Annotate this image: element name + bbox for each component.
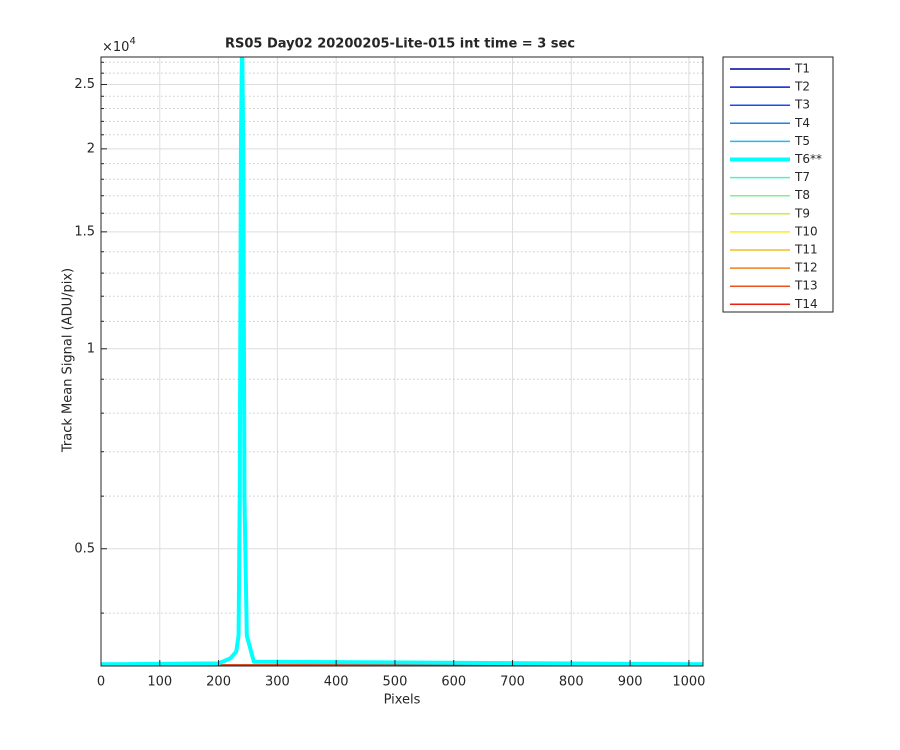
x-tick-label: 0 [97, 675, 105, 690]
x-tick-label: 1000 [672, 675, 705, 690]
legend-label: T6** [794, 152, 822, 166]
legend-label: T1 [794, 62, 810, 76]
y-tick-label: 0.5 [74, 541, 95, 556]
grid [100, 57, 703, 666]
legend-label: T5 [794, 134, 810, 148]
x-tick-label: 600 [441, 675, 466, 690]
legend-label: T13 [794, 279, 818, 293]
x-tick-label: 200 [206, 675, 231, 690]
y-tick-label: 2.5 [74, 77, 95, 92]
axes-frame [100, 56, 704, 667]
x-tick-label: 400 [324, 675, 349, 690]
y-tick-label: 1.5 [74, 224, 95, 239]
x-axis-label: Pixels [384, 693, 421, 708]
y-multiplier: ×104 [102, 36, 136, 55]
y-multiplier-base: ×10 [102, 40, 129, 55]
legend-label: T8 [794, 188, 810, 202]
lines [101, 57, 703, 666]
legend-label: T7 [794, 170, 810, 184]
y-axis-label: Track Mean Signal (ADU/pix) [61, 268, 76, 453]
x-tick-label: 900 [618, 675, 643, 690]
y-tick-label: 1 [87, 341, 95, 356]
ticks: 0 100 200 300 400 500 600 700 800 900 1000 0.5 1 1.5 2… [74, 61, 705, 690]
series-line [101, 57, 703, 666]
legend-label: T11 [794, 243, 818, 257]
x-tick-label: 100 [147, 675, 172, 690]
y-tick-label: 2 [87, 141, 95, 156]
chart-title: RS05 Day02 20200205-Lite-015 int time = … [225, 37, 575, 52]
legend-label: T3 [794, 98, 810, 112]
plot-area [101, 57, 703, 666]
legend-label: T10 [794, 224, 818, 238]
legend-label: T9 [794, 206, 810, 220]
x-tick-label: 800 [559, 675, 584, 690]
x-tick-label: 300 [265, 675, 290, 690]
legend-label: T2 [794, 80, 810, 94]
legend-label: T12 [794, 261, 818, 275]
legend: T1 T2 T3 T4 T5 T6** T7 T8 T9 T10 T11 T12 T13 T14 [730, 62, 822, 311]
legend-label: T14 [794, 297, 818, 311]
legend-box [722, 56, 834, 313]
x-tick-label: 500 [383, 675, 408, 690]
x-tick-label: 700 [500, 675, 525, 690]
y-multiplier-exponent: 4 [129, 36, 135, 47]
legend-label: T4 [794, 116, 810, 130]
